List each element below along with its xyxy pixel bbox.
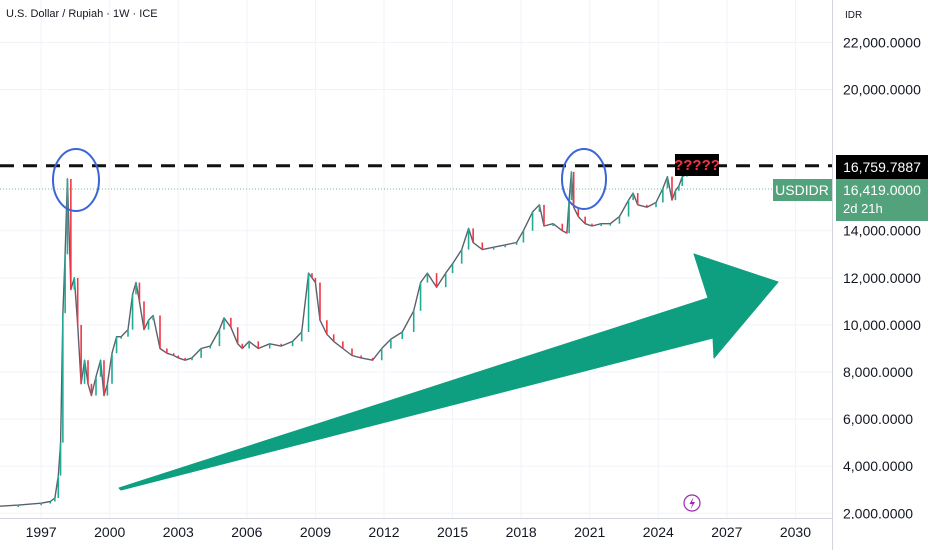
x-tick-label: 1997 bbox=[26, 524, 57, 540]
question-marks-text: ????? bbox=[674, 157, 720, 174]
chart-title: U.S. Dollar / Rupiah · 1W · ICE bbox=[6, 8, 158, 20]
x-tick-label: 2000 bbox=[94, 524, 125, 540]
price-axis[interactable]: 2,000.0000 4,000.0000 6,000.0000 8,000.0000… bbox=[843, 34, 921, 521]
y-tick-label: 14,000.0000 bbox=[843, 223, 921, 239]
axis-corner bbox=[833, 519, 932, 550]
lightning-icon[interactable] bbox=[683, 494, 701, 512]
x-tick-label: 2009 bbox=[300, 524, 331, 540]
x-tick-label: 2012 bbox=[368, 524, 399, 540]
peak-1998-ellipse[interactable] bbox=[52, 148, 100, 212]
y-tick-label: 12,000.0000 bbox=[843, 270, 921, 286]
trend-arrow[interactable] bbox=[118, 253, 779, 491]
current-price-text: 16,419.0000 bbox=[843, 182, 921, 198]
time-axis[interactable]: 1997 2000 2003 2006 2009 2012 2015 2018 2021 2024… bbox=[26, 524, 812, 540]
currency-label: IDR bbox=[845, 10, 862, 21]
y-tick-label: 20,000.0000 bbox=[843, 81, 921, 97]
price-series bbox=[0, 171, 688, 508]
x-tick-label: 2021 bbox=[574, 524, 605, 540]
y-tick-label: 2,000.0000 bbox=[843, 505, 913, 521]
question-marks-label[interactable]: ????? bbox=[674, 154, 720, 176]
x-tick-label: 2018 bbox=[506, 524, 537, 540]
level-price-tag[interactable]: 16,759.7887 bbox=[836, 155, 928, 179]
countdown-text: 2d 21h bbox=[843, 201, 883, 216]
peak-2020-ellipse[interactable] bbox=[561, 148, 607, 210]
y-tick-label: 8,000.0000 bbox=[843, 364, 913, 380]
symbol-price-tag[interactable]: USDIDR 16,419.0000 2d 21h bbox=[773, 179, 928, 221]
x-tick-label: 2030 bbox=[780, 524, 811, 540]
y-tick-label: 22,000.0000 bbox=[843, 34, 921, 50]
y-tick-label: 4,000.0000 bbox=[843, 458, 913, 474]
level-price-text: 16,759.7887 bbox=[843, 159, 921, 175]
y-tick-label: 6,000.0000 bbox=[843, 411, 913, 427]
y-tick-label: 10,000.0000 bbox=[843, 317, 921, 333]
x-tick-label: 2015 bbox=[437, 524, 468, 540]
x-tick-label: 2027 bbox=[711, 524, 742, 540]
grid bbox=[0, 0, 832, 518]
symbol-text: USDIDR bbox=[775, 182, 829, 198]
x-tick-label: 2003 bbox=[163, 524, 194, 540]
plot-area[interactable] bbox=[0, 0, 832, 518]
x-tick-label: 2006 bbox=[231, 524, 262, 540]
x-tick-label: 2024 bbox=[643, 524, 674, 540]
